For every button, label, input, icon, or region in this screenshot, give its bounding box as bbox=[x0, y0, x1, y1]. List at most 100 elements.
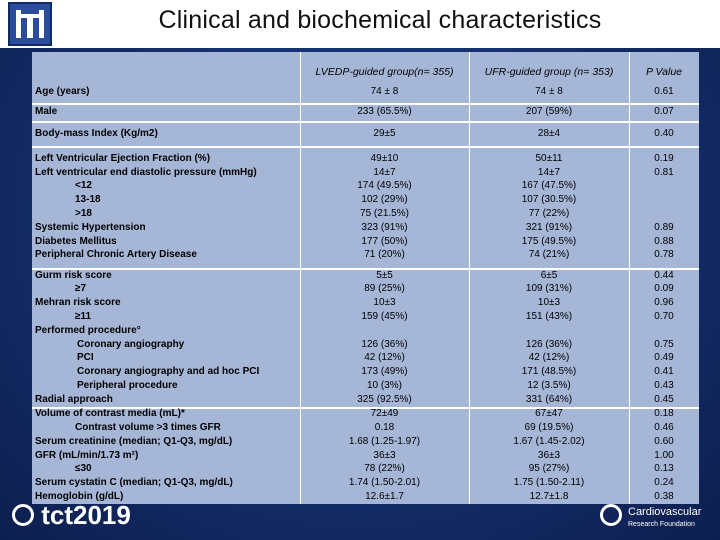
cell-label: ≤30 bbox=[75, 463, 92, 475]
cell-ufr: 50±11 bbox=[535, 152, 563, 164]
cell-lvedp: 12.6±1.7 bbox=[365, 491, 404, 502]
cell-label: Body-mass Index (Kg/m2) bbox=[35, 127, 158, 139]
cell-label: >18 bbox=[75, 208, 92, 219]
cell-label: Coronary angiography bbox=[77, 338, 185, 350]
cell-label: Volume of contrast media (mL)* bbox=[35, 408, 185, 420]
cell-p: 0.81 bbox=[654, 166, 674, 178]
cell-lvedp: 71 (20%) bbox=[364, 249, 405, 261]
cell-p: 0.41 bbox=[654, 366, 674, 378]
cell-p: 0.96 bbox=[654, 297, 674, 309]
characteristics-table: LVEDP-guided group(n= 355) UFR-guided gr… bbox=[32, 52, 699, 504]
cell-p: 0.13 bbox=[654, 463, 674, 475]
cell-ufr: 28±4 bbox=[537, 127, 561, 139]
cell-ufr: 74 ± 8 bbox=[535, 85, 563, 97]
cell-ufr: 1.67 (1.45-2.02) bbox=[513, 435, 585, 447]
cell-p: 0.45 bbox=[654, 393, 674, 405]
cell-ufr: 167 (47.5%) bbox=[521, 180, 577, 192]
cell-ufr: 36±3 bbox=[537, 449, 561, 461]
cell-lvedp: 78 (22%) bbox=[364, 463, 405, 475]
cell-p: 0.44 bbox=[654, 269, 674, 281]
header-ufr: UFR-guided group (n= 353) bbox=[484, 66, 614, 78]
cell-lvedp: 1.74 (1.50-2.01) bbox=[348, 477, 421, 489]
cell-label: ≥11 bbox=[75, 310, 92, 322]
cell-label: Serum creatinine (median; Q1-Q3, mg/dL) bbox=[35, 435, 233, 447]
cell-ufr: 207 (59%) bbox=[525, 106, 573, 118]
hospital-logo-icon bbox=[8, 2, 52, 46]
cell-lvedp: 173 (49%) bbox=[361, 366, 408, 378]
cell-label: Radial approach bbox=[35, 393, 113, 405]
cell-ufr: 12 (3.5%) bbox=[527, 379, 571, 391]
cell-ufr: 10±3 bbox=[537, 297, 561, 309]
cell-ufr: 331 (64%) bbox=[525, 393, 573, 405]
cell-label: Serum cystatin C (median; Q1-Q3, mg/dL) bbox=[35, 477, 233, 489]
cell-lvedp: 159 (45%) bbox=[361, 310, 408, 322]
cell-lvedp: 177 (50%) bbox=[361, 235, 408, 247]
cell-p: 0.89 bbox=[654, 221, 674, 233]
cell-lvedp: 174 (49.5%) bbox=[357, 180, 412, 192]
cell-label: Male bbox=[35, 106, 58, 118]
cell-label: Performed procedure° bbox=[35, 324, 141, 336]
cell-p: 1.00 bbox=[654, 449, 674, 461]
cell-lvedp: 325 (92.5%) bbox=[357, 393, 412, 405]
tct-logo-icon bbox=[12, 504, 34, 526]
cell-label: GFR (mL/min/1.73 m²) bbox=[35, 449, 139, 461]
cell-ufr: 151 (43%) bbox=[525, 310, 573, 322]
cell-p: 0.88 bbox=[654, 235, 674, 247]
cell-lvedp: 10 (3%) bbox=[366, 379, 402, 391]
cell-lvedp: 5±5 bbox=[376, 269, 393, 281]
cell-ufr: 171 (48.5%) bbox=[521, 366, 577, 378]
cell-label: Peripheral Chronic Artery Disease bbox=[35, 249, 197, 261]
cell-lvedp: 36±3 bbox=[373, 449, 396, 461]
cell-p: 0.78 bbox=[654, 249, 674, 261]
cell-ufr: 77 (22%) bbox=[528, 208, 570, 219]
cell-p: 0.40 bbox=[654, 127, 674, 139]
cell-label: Peripheral procedure bbox=[77, 379, 178, 391]
cell-ufr: 321 (91%) bbox=[525, 221, 573, 233]
cell-lvedp: 74 ± 8 bbox=[370, 85, 399, 97]
cell-ufr: 109 (31%) bbox=[525, 283, 573, 295]
cell-ufr: 14±7 bbox=[537, 166, 561, 178]
cell-label: PCI bbox=[77, 352, 94, 364]
header-lvedp: LVEDP-guided group(n= 355) bbox=[315, 66, 454, 78]
cell-label: Diabetes Mellitus bbox=[35, 235, 117, 247]
cell-lvedp: 102 (29%) bbox=[361, 194, 408, 206]
cell-ufr: 67±47 bbox=[535, 408, 563, 420]
cell-lvedp: 233 (65.5%) bbox=[357, 106, 412, 118]
cell-ufr: 12.7±1.8 bbox=[529, 491, 569, 502]
header-p-value: P Value bbox=[646, 66, 682, 78]
cell-p: 0.70 bbox=[654, 310, 674, 322]
cell-p: 0.38 bbox=[654, 491, 674, 502]
cell-p: 0.24 bbox=[654, 477, 674, 489]
cell-lvedp: 75 (21.5%) bbox=[360, 208, 409, 219]
cell-label: Contrast volume >3 times GFR bbox=[75, 422, 221, 433]
cell-p: 0.07 bbox=[654, 106, 674, 118]
cell-ufr: 74 (21%) bbox=[528, 249, 570, 261]
cell-ufr: 1.75 (1.50-2.11) bbox=[513, 477, 585, 489]
cell-label: <12 bbox=[75, 180, 92, 192]
cell-lvedp: 0.18 bbox=[374, 422, 395, 433]
cell-label: Coronary angiography and ad hoc PCI bbox=[77, 366, 260, 378]
cell-p: 0.61 bbox=[654, 85, 674, 97]
cell-lvedp: 42 (12%) bbox=[364, 352, 405, 364]
crf-logo-icon bbox=[600, 504, 622, 526]
cell-ufr: 175 (49.5%) bbox=[521, 235, 577, 247]
cell-p: 0.46 bbox=[654, 422, 674, 433]
cell-label: Mehran risk score bbox=[35, 297, 121, 309]
cell-label: Age (years) bbox=[35, 85, 90, 97]
cell-lvedp: 14±7 bbox=[373, 166, 396, 178]
cell-p: 0.49 bbox=[654, 352, 674, 364]
cell-label: Systemic Hypertension bbox=[35, 221, 146, 233]
cell-ufr: 42 (12%) bbox=[528, 352, 570, 364]
cell-label: Gurm risk score bbox=[35, 269, 112, 281]
cell-label: Left ventricular end diastolic pressure … bbox=[35, 166, 257, 178]
cell-ufr: 107 (30.5%) bbox=[521, 194, 577, 206]
cell-p: 0.43 bbox=[654, 379, 674, 391]
cell-label: 13-18 bbox=[75, 194, 101, 206]
cell-p: 0.18 bbox=[654, 408, 674, 420]
tct-logo: tct2019 bbox=[12, 500, 131, 531]
cell-p: 0.19 bbox=[654, 152, 674, 164]
cell-lvedp: 126 (36%) bbox=[361, 338, 408, 350]
cell-p: 0.75 bbox=[654, 338, 674, 350]
cell-lvedp: 323 (91%) bbox=[361, 221, 408, 233]
page-title: Clinical and biochemical characteristics bbox=[158, 6, 602, 34]
